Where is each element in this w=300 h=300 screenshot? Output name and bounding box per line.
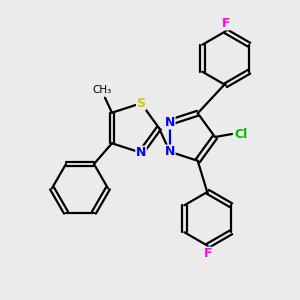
Text: N: N <box>136 146 146 159</box>
Text: N: N <box>165 116 175 129</box>
Text: S: S <box>136 97 146 110</box>
Text: CH₃: CH₃ <box>92 85 112 95</box>
Text: Cl: Cl <box>234 128 248 140</box>
Text: F: F <box>203 247 212 260</box>
Text: N: N <box>165 145 175 158</box>
Text: F: F <box>221 17 230 30</box>
